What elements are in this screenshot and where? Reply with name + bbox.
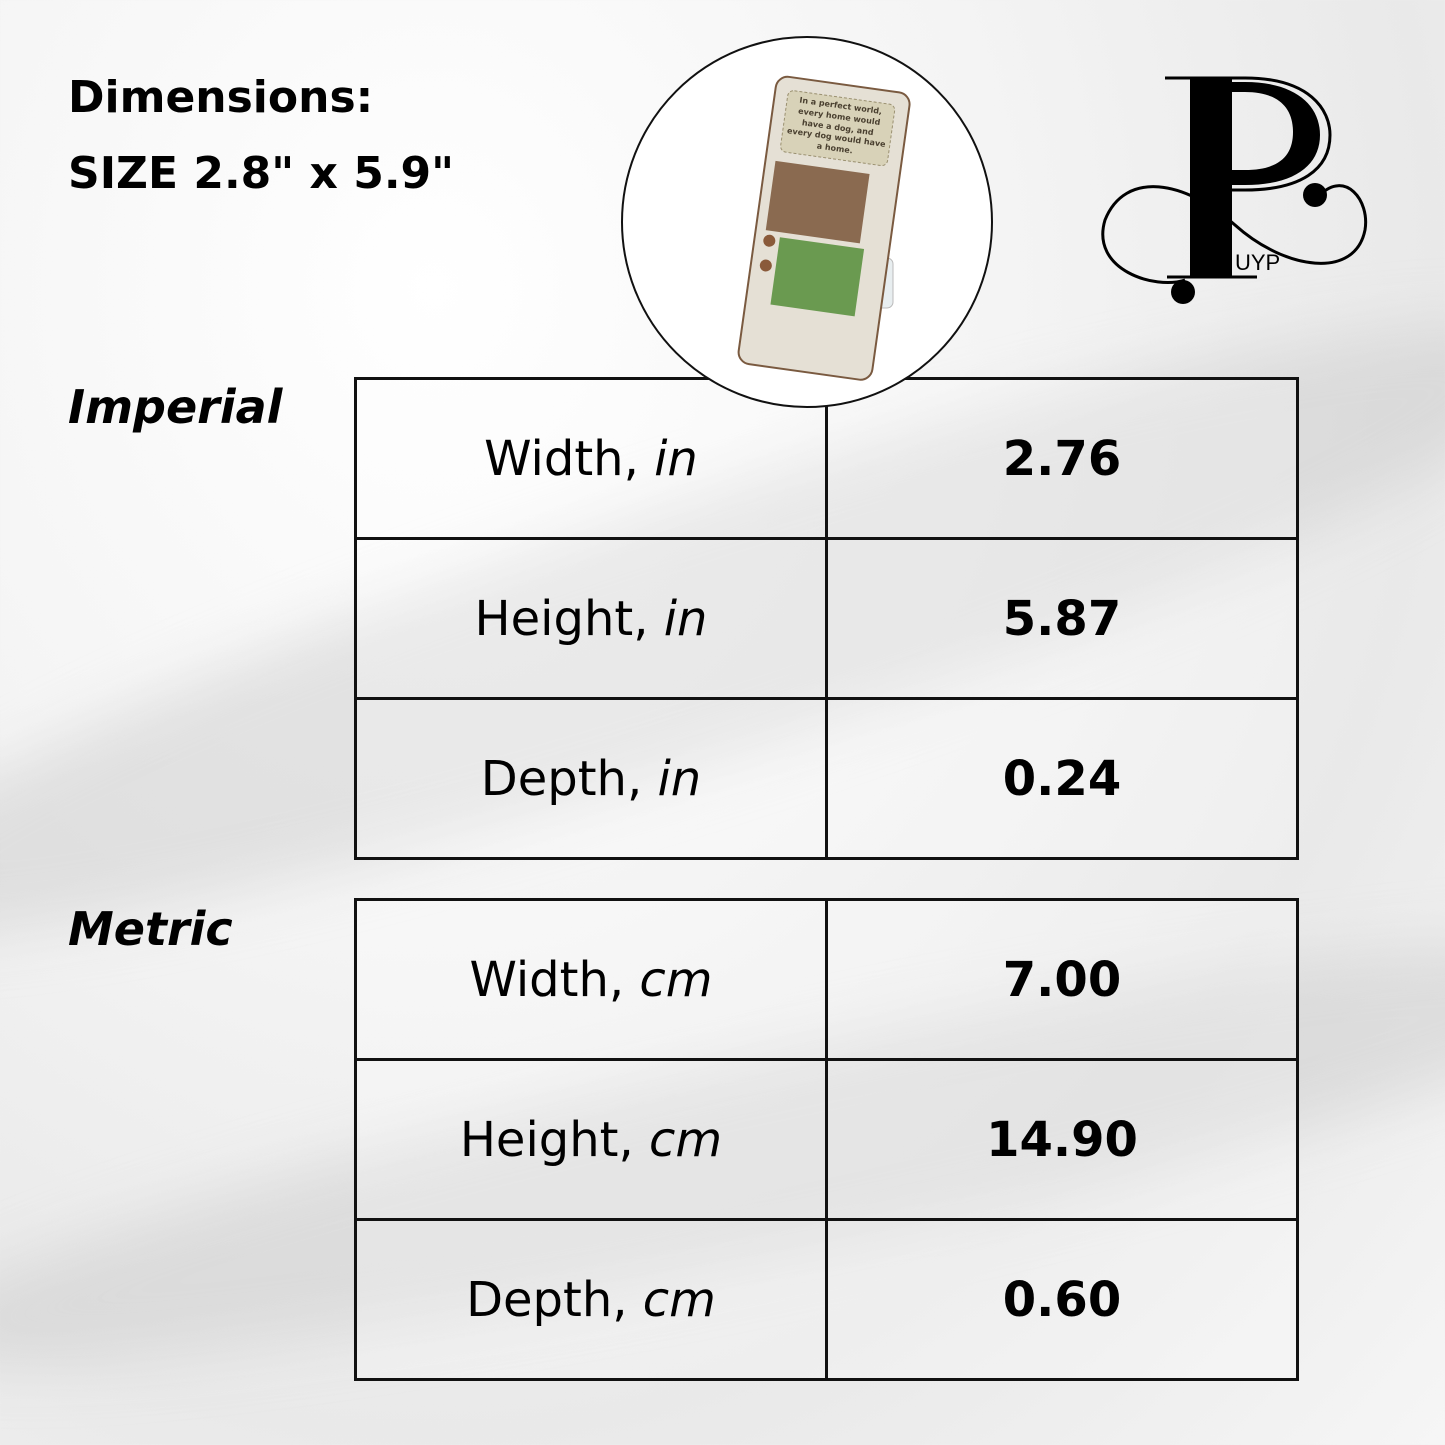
product-image: In a perfect world, every home would hav… xyxy=(621,36,993,408)
table-row: Height, cm 14.90 xyxy=(354,1058,1299,1221)
height-value: 14.90 xyxy=(825,1058,1299,1221)
table-row: Width, cm 7.00 xyxy=(354,898,1299,1061)
imperial-table: Width, in 2.76 Height, in 5.87 Depth, in 0.… xyxy=(354,377,1299,860)
height-value: 5.87 xyxy=(825,537,1299,700)
depth-value: 0.60 xyxy=(825,1218,1299,1381)
imperial-label: Imperial xyxy=(68,380,283,434)
table-row: Depth, in 0.24 xyxy=(354,697,1299,860)
table-row: Depth, cm 0.60 xyxy=(354,1218,1299,1381)
metric-table: Width, cm 7.00 Height, cm 14.90 Depth, cm 0… xyxy=(354,898,1299,1381)
logo-letters: UYP xyxy=(1235,250,1280,275)
width-value: 2.76 xyxy=(825,377,1299,540)
brand-logo: UYP xyxy=(1095,70,1375,324)
page-title: Dimensions: xyxy=(68,72,374,123)
metric-label: Metric xyxy=(68,902,233,956)
width-value: 7.00 xyxy=(825,898,1299,1061)
table-row: Height, in 5.87 xyxy=(354,537,1299,700)
size-summary: SIZE 2.8" x 5.9" xyxy=(68,148,455,199)
depth-value: 0.24 xyxy=(825,697,1299,860)
table-row: Width, in 2.76 xyxy=(354,377,1299,540)
